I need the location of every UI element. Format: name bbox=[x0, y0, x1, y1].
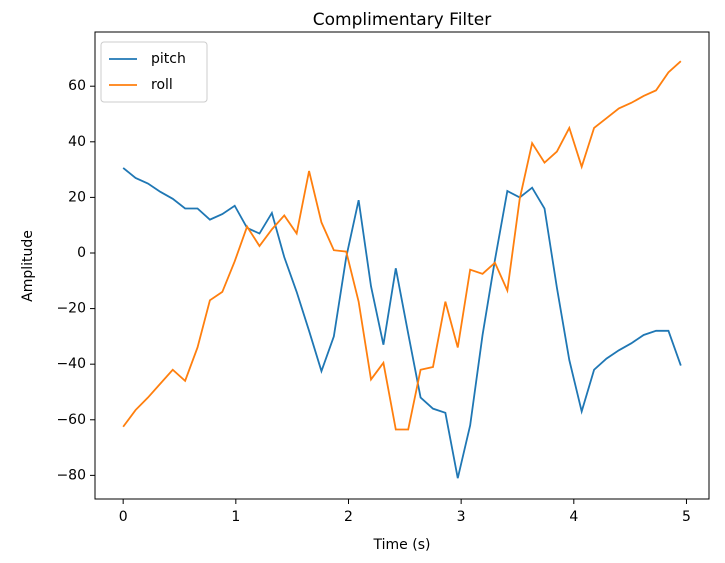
x-tick-label: 4 bbox=[569, 509, 578, 525]
y-axis-label: Amplitude bbox=[20, 230, 36, 302]
x-tick-label: 5 bbox=[682, 509, 691, 525]
x-tick-label: 1 bbox=[231, 509, 240, 525]
y-tick-label: −20 bbox=[56, 301, 86, 317]
y-tick-label: 60 bbox=[68, 78, 86, 94]
legend-label: pitch bbox=[151, 51, 186, 67]
line-series bbox=[122, 167, 682, 479]
line-series bbox=[122, 60, 682, 431]
y-tick-label: 0 bbox=[77, 245, 86, 261]
chart-title: Complimentary Filter bbox=[313, 10, 492, 30]
y-tick-label: 20 bbox=[68, 189, 86, 205]
x-tick-label: 3 bbox=[457, 509, 466, 525]
x-tick-label: 0 bbox=[119, 509, 128, 525]
plot-frame bbox=[94, 31, 710, 500]
legend-label: roll bbox=[151, 77, 173, 93]
legend-box bbox=[100, 41, 208, 103]
y-tick-label: −60 bbox=[56, 412, 86, 428]
x-tick-label: 2 bbox=[344, 509, 353, 525]
y-tick-label: −80 bbox=[56, 467, 86, 483]
x-axis-label: Time (s) bbox=[373, 537, 431, 553]
y-tick-label: 40 bbox=[68, 134, 86, 150]
y-tick-label: −40 bbox=[56, 356, 86, 372]
